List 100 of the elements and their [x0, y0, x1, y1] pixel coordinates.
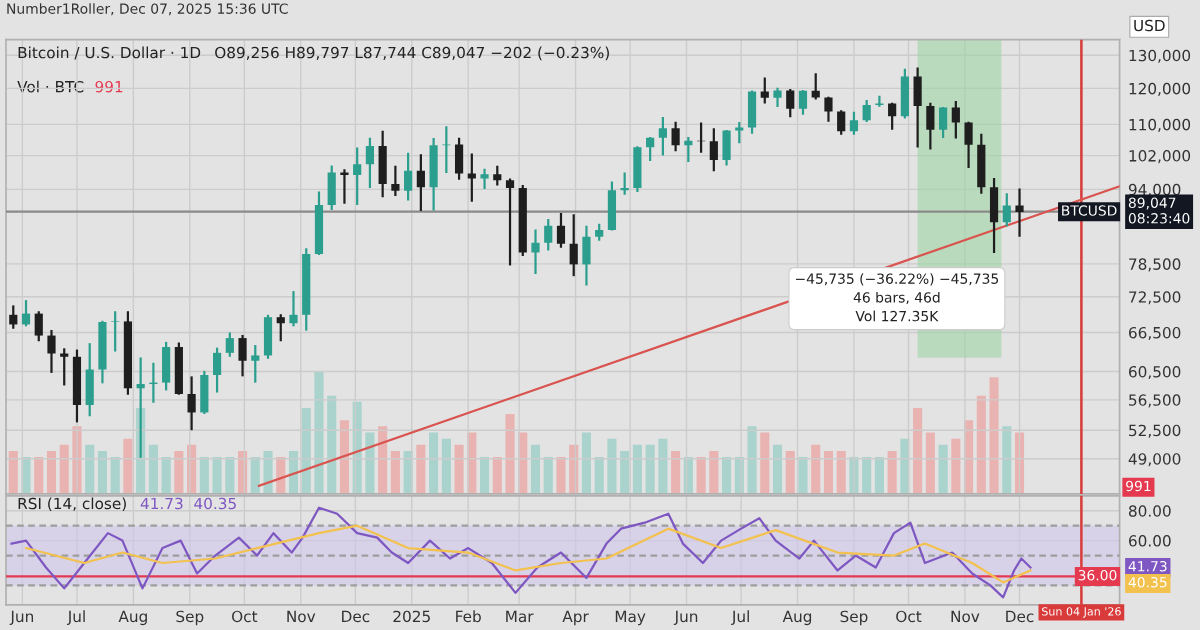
candlestick	[353, 146, 362, 207]
bar	[823, 450, 834, 494]
candlestick	[327, 164, 336, 212]
bar	[34, 457, 44, 494]
candlestick	[111, 310, 120, 353]
candlestick	[747, 89, 757, 135]
candlestick	[913, 66, 922, 149]
bar	[772, 444, 783, 494]
bar	[123, 438, 133, 494]
candlestick	[658, 115, 667, 157]
bar	[530, 444, 541, 494]
candlestick	[378, 129, 387, 199]
bar	[951, 438, 961, 494]
candlestick	[964, 120, 973, 170]
bar	[760, 432, 770, 494]
candlestick	[556, 211, 566, 249]
bar	[174, 450, 184, 494]
bar	[938, 444, 948, 494]
bar	[429, 432, 439, 494]
candlestick	[951, 99, 960, 140]
candlestick	[98, 319, 107, 385]
candlestick	[773, 86, 782, 109]
candlestick	[454, 136, 464, 181]
candlestick	[786, 87, 795, 119]
bar	[811, 444, 821, 494]
candlestick	[60, 347, 69, 387]
candlestick	[174, 341, 183, 396]
candlestick	[493, 164, 502, 187]
bar	[836, 450, 846, 494]
candlestick	[391, 164, 400, 198]
candlestick	[263, 313, 273, 360]
bar	[798, 457, 808, 494]
bar	[671, 450, 681, 494]
bar	[620, 450, 630, 494]
candlestick	[442, 125, 451, 175]
candlestick	[977, 132, 986, 195]
bar	[441, 438, 451, 494]
bar	[722, 457, 732, 494]
bar	[480, 457, 490, 494]
bar	[339, 420, 349, 494]
candlestick	[735, 121, 744, 145]
candlestick	[238, 333, 247, 378]
candlestick	[633, 145, 642, 194]
candlestick	[837, 109, 846, 136]
candlestick	[544, 217, 553, 252]
candlestick	[276, 313, 285, 343]
candlestick	[722, 128, 731, 167]
bar	[925, 432, 935, 494]
bar	[913, 407, 923, 494]
candlestick	[225, 331, 234, 358]
candlestick	[888, 101, 897, 131]
candlestick	[760, 76, 769, 105]
bar	[454, 444, 464, 494]
candlestick	[480, 167, 489, 191]
candlestick	[34, 310, 43, 343]
bar	[85, 444, 95, 494]
candlestick	[1002, 192, 1011, 228]
bar	[110, 457, 120, 494]
candlestick	[21, 299, 31, 328]
candlestick	[569, 213, 578, 278]
candlestick	[212, 346, 222, 394]
candlestick	[671, 120, 680, 153]
candlestick	[429, 137, 438, 212]
bar	[1002, 426, 1012, 494]
bar	[862, 457, 872, 494]
candlestick	[939, 105, 948, 140]
candlestick	[607, 180, 617, 232]
bar	[21, 457, 31, 494]
bar	[416, 444, 426, 494]
candlestick	[85, 342, 94, 418]
candlestick	[926, 101, 935, 151]
bar	[543, 457, 553, 494]
candlestick	[467, 152, 476, 203]
bar	[785, 450, 795, 494]
candlestick	[582, 224, 591, 287]
bar	[887, 450, 897, 494]
candlestick	[9, 304, 18, 330]
candlestick	[531, 228, 540, 276]
candlestick	[365, 136, 375, 190]
candlestick	[989, 176, 999, 255]
candlestick	[849, 110, 859, 136]
candlestick	[646, 135, 655, 162]
candlestick	[200, 369, 209, 416]
bar	[390, 450, 400, 494]
candlestick	[505, 177, 515, 267]
bar	[874, 457, 884, 494]
bar	[161, 457, 171, 494]
candlestick	[684, 135, 693, 164]
bar	[148, 444, 158, 494]
bar	[632, 444, 642, 494]
candlestick	[900, 67, 909, 120]
bar	[581, 432, 591, 494]
candlestick	[162, 340, 171, 392]
candlestick	[875, 94, 884, 108]
bar	[378, 426, 388, 494]
candlestick	[1015, 187, 1024, 238]
bar	[97, 450, 107, 494]
candlestick	[862, 98, 871, 124]
candlestick	[289, 289, 298, 328]
candlestick	[251, 343, 260, 384]
